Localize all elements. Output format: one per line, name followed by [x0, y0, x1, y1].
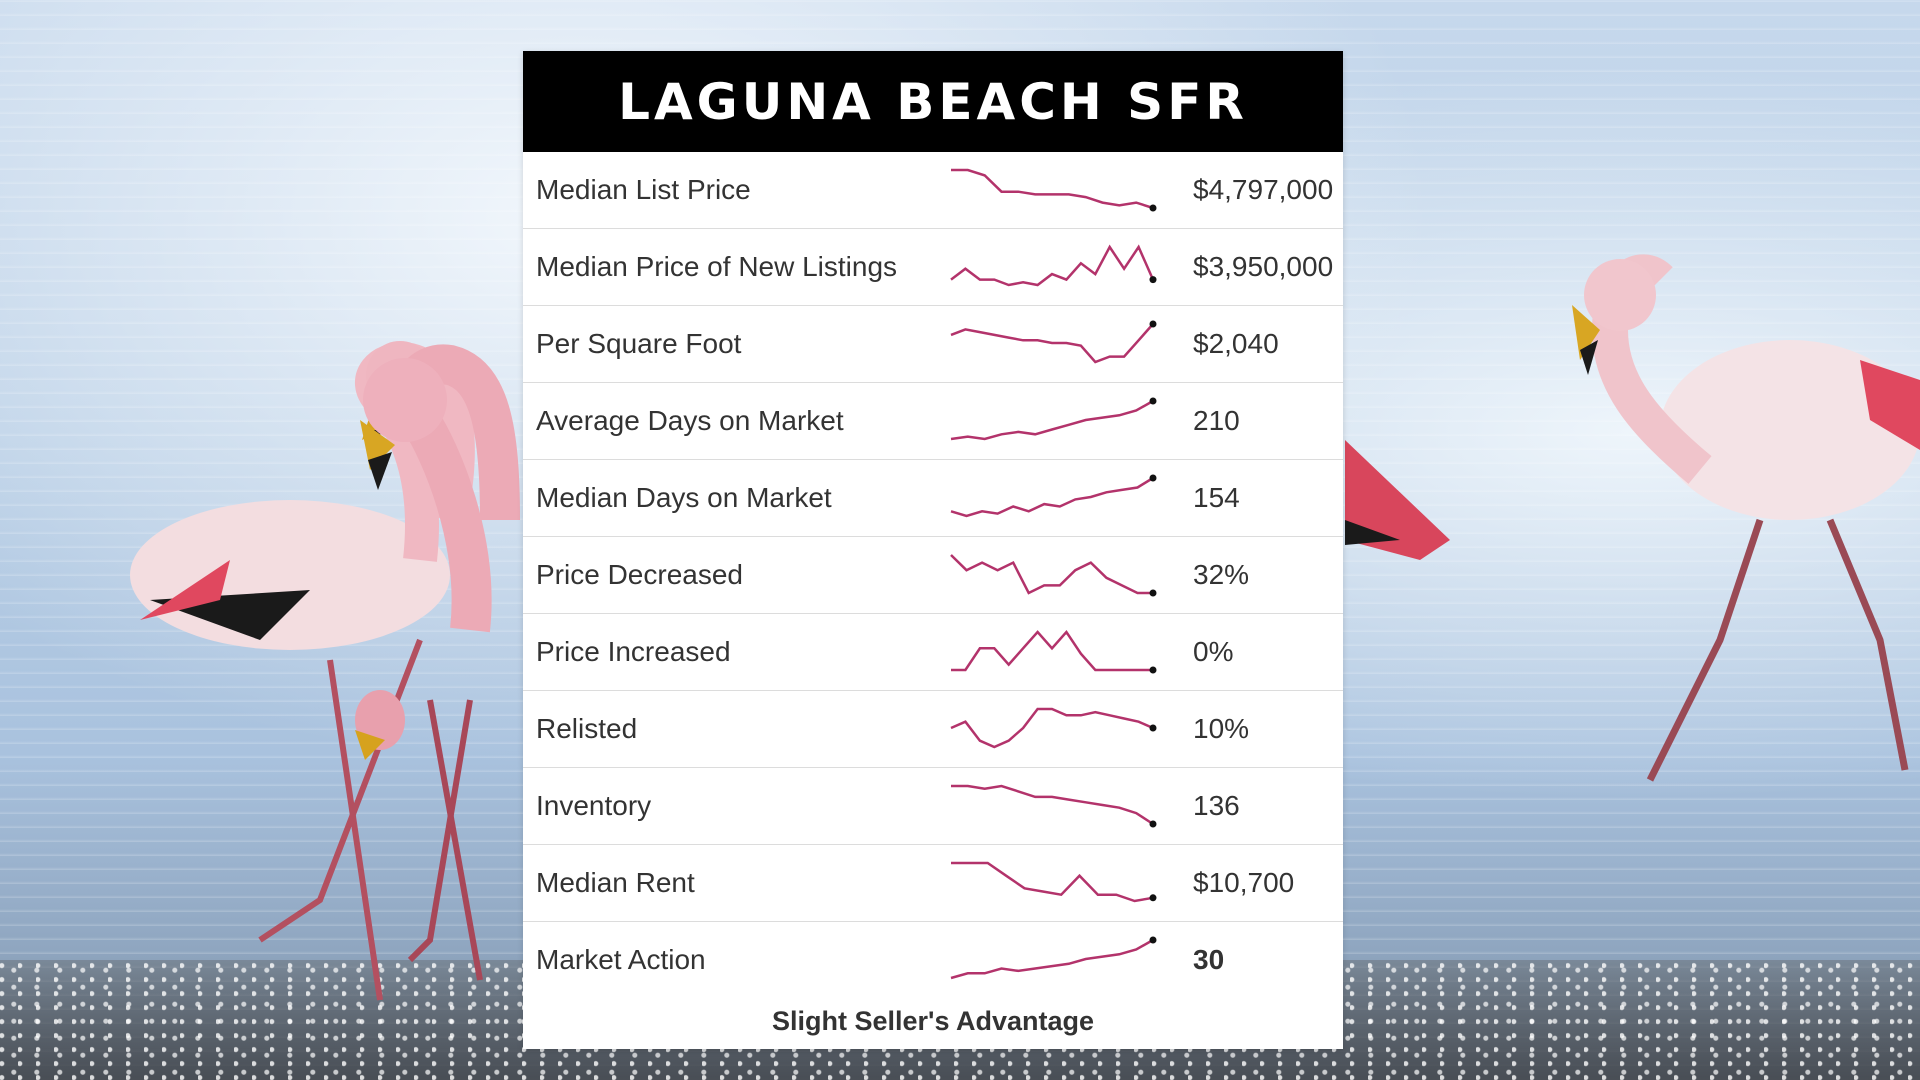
metric-label: Median Days on Market: [536, 482, 832, 513]
panel-title: LAGUNA BEACH SFR: [618, 72, 1248, 131]
metric-sparkline: [950, 397, 1157, 441]
sparkline-end-dot: [1149, 894, 1157, 902]
metric-value: 136: [1193, 790, 1240, 821]
sparkline-trend-line: [950, 476, 1154, 518]
metric-row: Inventory 136: [523, 768, 1343, 845]
metric-value: 10%: [1193, 713, 1250, 744]
sparkline-end-dot: [1149, 820, 1157, 828]
metric-value: $2,040: [1193, 328, 1279, 359]
sparkline-end-dot: [1149, 666, 1157, 674]
sparkline-trend-line: [950, 399, 1154, 441]
market-action-description: Slight Seller's Advantage: [771, 1006, 1094, 1036]
metric-value: 154: [1193, 482, 1240, 513]
metric-sparkline: [951, 784, 1157, 828]
sparkline-trend-line: [950, 707, 1154, 749]
metric-row: Relisted 10%: [523, 691, 1343, 768]
metric-row: Median Days on Market 154: [523, 460, 1343, 537]
metric-sparkline: [951, 168, 1157, 212]
sparkline-trend-line: [951, 629, 1153, 672]
metric-row: Median Rent $10,700: [523, 845, 1343, 922]
metric-label: Median Price of New Listings: [536, 251, 898, 282]
flamingo-partial: [1345, 440, 1450, 560]
sparkline-trend-line: [950, 244, 1155, 287]
metric-sparkline: [951, 861, 1157, 903]
metric-label: Per Square Foot: [536, 328, 742, 359]
sparkline-end-dot: [1149, 724, 1157, 732]
metric-label: Median List Price: [536, 174, 751, 205]
metric-row: Average Days on Market 210: [523, 383, 1343, 460]
metric-sparkline: [951, 629, 1157, 674]
sparkline-trend-line: [951, 784, 1154, 826]
metric-label: Relisted: [536, 713, 638, 744]
metric-sparkline: [950, 936, 1157, 980]
metric-label: Price Decreased: [536, 559, 743, 590]
metric-value: $4,797,000: [1193, 174, 1334, 205]
metric-row: Median Price of New Listings $3,950,000: [523, 229, 1343, 306]
metric-sparkline: [950, 244, 1157, 287]
metric-label: Market Action: [536, 944, 706, 975]
metric-row: Per Square Foot $2,040: [523, 306, 1343, 383]
sparkline-end-dot: [1149, 936, 1157, 944]
sparkline-end-dot: [1149, 204, 1157, 212]
sparkline-end-dot: [1149, 397, 1157, 405]
sparkline-trend-line: [950, 554, 1153, 595]
panel-header: LAGUNA BEACH SFR: [523, 51, 1343, 152]
sparkline-trend-line: [950, 938, 1154, 980]
metric-sparkline: [950, 320, 1157, 364]
metric-sparkline: [950, 707, 1157, 749]
metrics-table: Median List Price $4,797,000 Median Price …: [523, 152, 1343, 998]
sparkline-end-dot: [1149, 276, 1157, 284]
metric-sparkline: [950, 554, 1157, 597]
metric-sparkline: [950, 474, 1157, 518]
metric-row: Median List Price $4,797,000: [523, 152, 1343, 229]
metric-value: 32%: [1193, 559, 1250, 590]
sparkline-end-dot: [1149, 589, 1157, 597]
metric-value: 210: [1193, 405, 1240, 436]
sparkline-trend-line: [951, 861, 1154, 903]
sparkline-trend-line: [950, 323, 1154, 364]
sparkline-trend-line: [951, 168, 1154, 210]
metric-value: 0%: [1193, 636, 1234, 667]
flamingo-left-front: [355, 344, 520, 981]
metric-label: Price Increased: [536, 636, 731, 667]
metric-row: Market Action 30: [523, 922, 1343, 998]
metric-value: $3,950,000: [1193, 251, 1334, 282]
metric-label: Average Days on Market: [536, 405, 844, 436]
market-summary-panel: LAGUNA BEACH SFR Median List Price $4,797…: [523, 51, 1343, 1049]
metric-value: 30: [1193, 944, 1225, 975]
flamingo-right: [1572, 254, 1920, 782]
metric-label: Median Rent: [536, 867, 695, 898]
metric-value: $10,700: [1193, 867, 1295, 898]
metric-label: Inventory: [536, 790, 652, 821]
metric-row: Price Decreased 32%: [523, 537, 1343, 614]
metric-row: Price Increased 0%: [523, 614, 1343, 691]
sparkline-end-dot: [1149, 320, 1157, 328]
sparkline-end-dot: [1149, 474, 1157, 482]
